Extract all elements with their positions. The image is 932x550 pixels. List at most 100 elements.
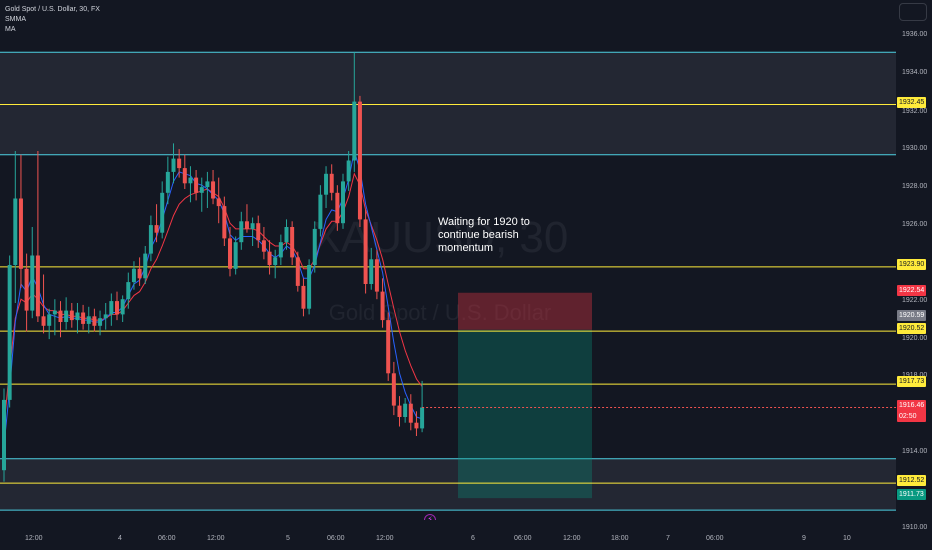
smma-indicator-label[interactable]: SMMA (5, 16, 26, 23)
price-tick: 1928.00 (902, 183, 928, 190)
level-tag-1917[interactable]: 1917.73 (897, 376, 927, 387)
candle-body (250, 223, 255, 229)
candle-body (109, 301, 114, 315)
candle-body (386, 320, 391, 374)
candle-body (18, 198, 23, 269)
chart-settings-button[interactable] (899, 3, 927, 21)
candle-body (47, 314, 52, 326)
candle-body (239, 221, 244, 243)
take-profit-tag[interactable]: 1911.73 (897, 489, 926, 500)
candle-body (171, 158, 176, 172)
price-tick: 1932.00 (902, 108, 928, 115)
candle-body (341, 181, 345, 224)
candle-body (244, 221, 249, 229)
time-tick: 9 (802, 535, 806, 542)
candle-body (30, 255, 35, 311)
symbol-title[interactable]: Gold Spot / U.S. Dollar, 30, FX (5, 6, 100, 13)
price-tick: 1922.00 (902, 297, 928, 304)
candle-body (120, 299, 125, 315)
candle-body (165, 171, 170, 193)
candle-body (420, 407, 425, 429)
supply-demand-zone (0, 52, 896, 155)
time-tick: 4 (118, 535, 122, 542)
time-tick: 12:00 (25, 535, 43, 542)
price-tick: 1914.00 (902, 448, 928, 455)
level-tag-1912[interactable]: 1912.52 (897, 475, 927, 486)
candle-body (35, 255, 40, 317)
stop-loss-tag[interactable]: 1922.54 (897, 285, 927, 296)
candle-body (403, 403, 408, 417)
candle-body (380, 291, 385, 321)
time-tick: 12:00 (207, 535, 225, 542)
candle-body (357, 101, 362, 220)
candle-body (278, 242, 283, 258)
candle-body (75, 312, 80, 321)
trade-note-text[interactable]: Waiting for 1920 to continue bearish mom… (438, 216, 530, 254)
level-tag-1920[interactable]: 1920.52 (897, 323, 927, 334)
candle-body (324, 173, 329, 195)
candle-body (273, 257, 278, 265)
price-tick: 1910.00 (902, 524, 928, 531)
time-tick: 5 (286, 535, 290, 542)
watermark-ticker: XAUUSD, 30 (312, 213, 569, 262)
level-tag-1932[interactable]: 1932.45 (897, 97, 927, 108)
candle-body (414, 422, 419, 429)
candle-body (92, 316, 97, 326)
candle-body (261, 240, 266, 252)
price-tick: 1934.00 (902, 69, 928, 76)
candle-body (160, 192, 165, 233)
ma-indicator-label[interactable]: MA (5, 26, 16, 33)
time-tick: 10 (843, 535, 851, 542)
time-tick: 06:00 (514, 535, 532, 542)
candle-body (126, 282, 131, 300)
time-tick: 06:00 (158, 535, 176, 542)
price-tick: 1920.00 (902, 335, 928, 342)
candle-body (7, 265, 12, 400)
lightning-icon[interactable]: ⚡ (424, 514, 436, 520)
candle-body (312, 228, 317, 265)
chart-legend: Gold Spot / U.S. Dollar, 30, FX SMMA MA (5, 5, 100, 35)
candle-body (24, 268, 29, 311)
candle-body (307, 265, 312, 309)
candle-body (267, 251, 272, 265)
candle-body (346, 160, 351, 182)
level-tag-1923[interactable]: 1923.90 (897, 259, 927, 270)
candle-body (318, 194, 323, 229)
candle-body (397, 405, 402, 417)
current-price-value: 1916.46 (899, 402, 925, 409)
candle-body (233, 242, 238, 269)
entry-tag[interactable]: 1920.59 (897, 310, 927, 321)
candle-body (290, 227, 295, 258)
candle-body (194, 177, 199, 193)
candle-body (329, 173, 334, 193)
candle-body (199, 187, 204, 193)
price-tick: 1930.00 (902, 145, 928, 152)
price-chart[interactable]: XAUUSD, 30 Gold Spot / U.S. Dollar (0, 0, 896, 520)
candle-body (391, 373, 396, 406)
candle-body (228, 238, 232, 269)
candle-body (284, 227, 289, 243)
candle-body (335, 192, 340, 224)
candle-body (69, 310, 74, 321)
time-tick: 06:00 (327, 535, 345, 542)
candle-body (211, 181, 216, 199)
stop-loss-zone (458, 292, 592, 330)
chart-pane[interactable]: XAUUSD, 30 Gold Spot / U.S. Dollar Gold S… (0, 0, 896, 520)
candle-body (363, 219, 368, 284)
candle-body (137, 268, 142, 279)
candle-body (352, 101, 357, 161)
candle-body (115, 301, 119, 315)
candle-body (205, 181, 210, 188)
candle-body (188, 177, 193, 184)
time-tick: 7 (666, 535, 670, 542)
time-tick: 12:00 (376, 535, 394, 542)
candle-body (86, 316, 91, 324)
candle-body (295, 257, 300, 286)
current-price-tag[interactable]: 1916.46 02:50 (897, 400, 927, 422)
take-profit-zone (458, 329, 592, 499)
candle-body (369, 259, 374, 284)
watermark-description: Gold Spot / U.S. Dollar (329, 300, 552, 325)
candle-body (143, 253, 148, 279)
candle-body (301, 285, 306, 309)
time-tick: 6 (471, 535, 475, 542)
